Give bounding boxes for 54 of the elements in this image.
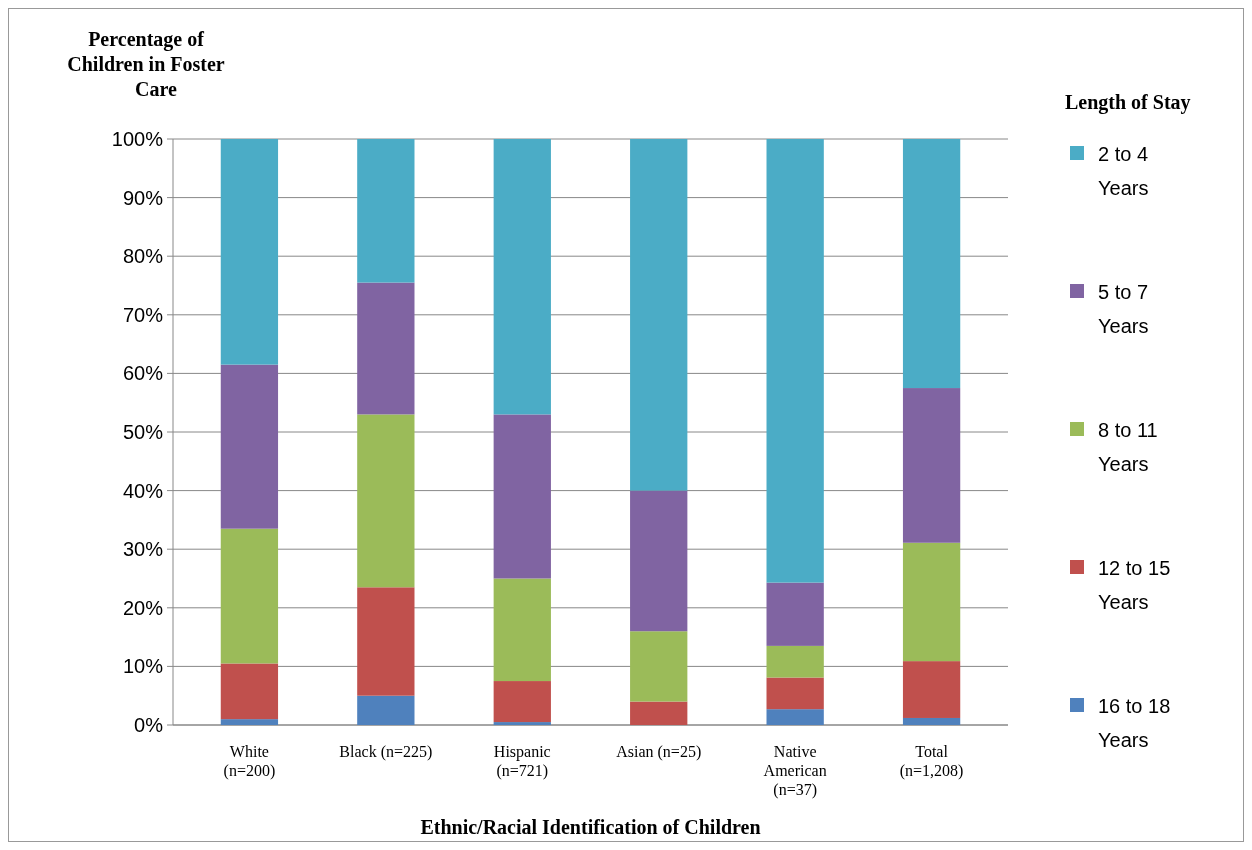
- bar: [493, 139, 551, 415]
- y-tick-label: 60%: [122, 362, 164, 385]
- bar: [630, 701, 688, 725]
- y-tick-label: 20%: [122, 596, 164, 619]
- bar: [766, 677, 824, 710]
- bar: [220, 719, 279, 725]
- legend-title: Length of Stay: [1065, 91, 1191, 114]
- y-tick-label: 0%: [134, 714, 164, 736]
- bar: [220, 364, 279, 529]
- y-tick-label: 70%: [122, 303, 164, 326]
- x-tick-label: Total (n=1,208): [899, 743, 964, 780]
- bar: [357, 282, 415, 415]
- bar: [902, 661, 961, 718]
- legend-label: 5 to 7 Years: [1098, 281, 1149, 337]
- bar: [766, 139, 824, 583]
- bar: [357, 139, 415, 283]
- bar: [493, 414, 551, 579]
- y-tick-label: 100%: [111, 128, 164, 150]
- bar: [493, 578, 551, 682]
- bar: [902, 139, 961, 389]
- legend-label: 8 to 11 Years: [1098, 419, 1158, 475]
- x-axis-title: Ethnic/Racial Identification of Children: [420, 816, 761, 838]
- x-tick-label: Native American (n=37): [763, 743, 827, 799]
- bar: [902, 717, 961, 725]
- bar: [493, 681, 551, 723]
- bar: [902, 542, 961, 662]
- bar: [902, 388, 961, 543]
- bar: [357, 587, 415, 696]
- legend-label: 16 to 18 Years: [1098, 695, 1171, 751]
- y-tick-label: 30%: [122, 538, 164, 561]
- bar: [630, 631, 688, 702]
- legend-label: 2 to 4 Years: [1098, 143, 1149, 199]
- bar: [493, 722, 551, 725]
- x-tick-label: White (n=200): [223, 743, 276, 780]
- y-tick-label: 40%: [122, 479, 164, 502]
- bar: [357, 414, 415, 588]
- y-tick-label: 90%: [122, 186, 164, 209]
- bar: [766, 582, 824, 646]
- bar: [766, 709, 824, 725]
- y-tick-label: 50%: [122, 421, 164, 443]
- x-tick-label: Black (n=225): [339, 743, 433, 761]
- y-tick-label: 10%: [122, 655, 164, 678]
- bar: [357, 695, 415, 725]
- legend-label: 12 to 15 Years: [1098, 557, 1171, 613]
- x-tick-label: Hispanic (n=721): [493, 743, 551, 780]
- bar: [630, 139, 688, 491]
- bar: [220, 139, 279, 365]
- bar: [630, 490, 688, 632]
- bar: [220, 528, 279, 664]
- bar: [766, 645, 824, 678]
- y-axis-title: Percentage of Children in Foster Care: [67, 28, 225, 100]
- x-tick-label: Asian (n=25): [616, 743, 702, 761]
- y-tick-label: 80%: [122, 245, 164, 268]
- bar: [220, 663, 279, 720]
